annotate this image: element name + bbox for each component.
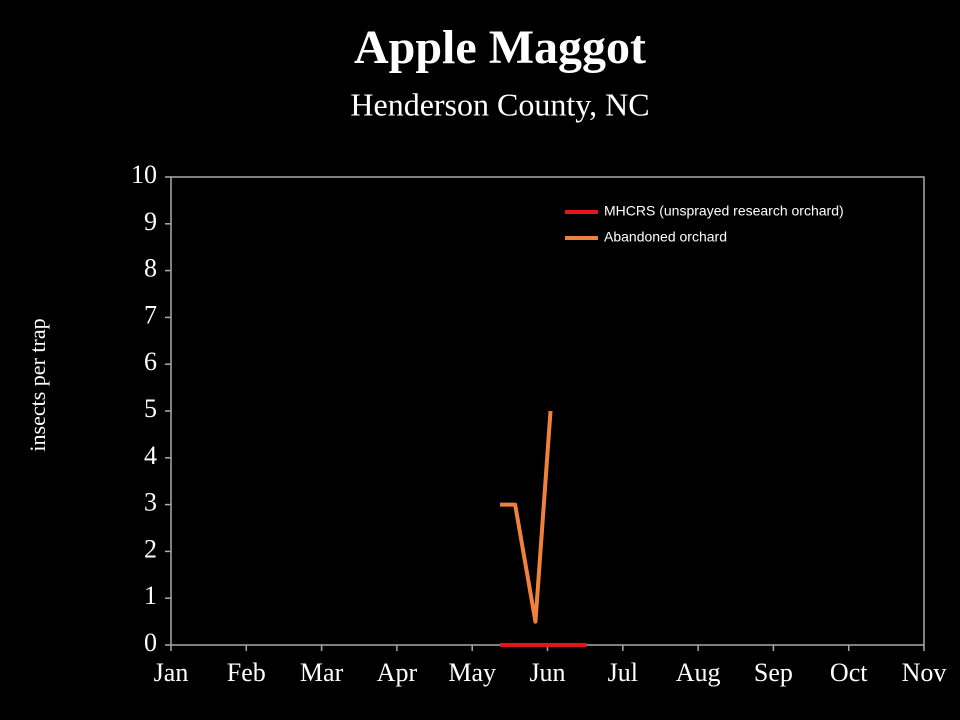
y-tick-label: 8: [144, 254, 157, 283]
chart-subtitle: Henderson County, NC: [350, 86, 649, 122]
y-tick-label: 10: [131, 160, 157, 189]
chart-title: Apple Maggot: [354, 21, 646, 74]
y-tick-label: 7: [144, 300, 157, 329]
x-tick-label: Oct: [830, 658, 868, 687]
x-tick-label: May: [448, 658, 496, 687]
plot-frame: [170, 176, 925, 646]
x-tick-label: Aug: [676, 658, 721, 687]
legend-label: Abandoned orchard: [604, 229, 727, 245]
y-tick-label: 6: [144, 347, 157, 376]
x-tick-label: Apr: [377, 658, 418, 687]
y-tick-label: 9: [144, 207, 157, 236]
x-tick-label: Mar: [300, 658, 344, 687]
x-tick-label: Nov: [902, 658, 947, 687]
y-tick-label: 4: [144, 441, 157, 470]
y-tick-label: 2: [144, 534, 157, 563]
y-tick-label: 0: [144, 628, 157, 657]
x-tick-label: Jul: [608, 658, 638, 687]
y-tick-label: 3: [144, 488, 157, 517]
x-tick-label: Jun: [529, 658, 565, 687]
series-line: [500, 410, 553, 624]
x-tick-label: Sep: [754, 658, 793, 687]
y-tick-label: 5: [144, 394, 157, 423]
y-axis-label: insects per trap: [25, 318, 50, 451]
y-tick-label: 1: [144, 581, 157, 610]
legend-label: MHCRS (unsprayed research orchard): [604, 203, 844, 219]
x-tick-label: Feb: [227, 658, 266, 687]
x-tick-label: Jan: [154, 658, 189, 687]
